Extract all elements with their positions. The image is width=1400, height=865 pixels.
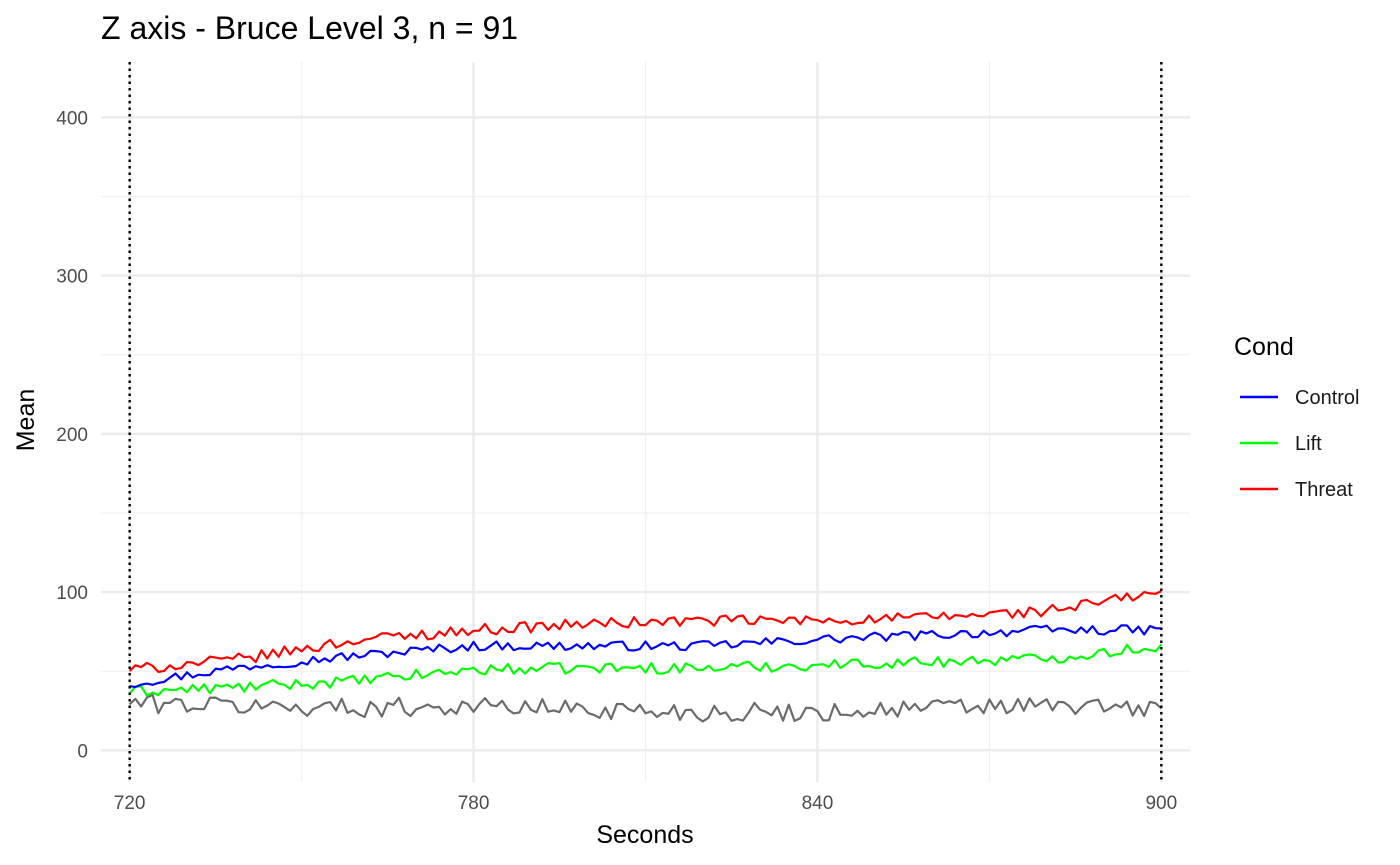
y-tick-label: 400 [56, 108, 88, 129]
y-tick-label: 200 [56, 425, 88, 446]
series-line-lift [128, 643, 1163, 697]
y-tick-label: 100 [56, 583, 88, 604]
y-axis-title: Mean [12, 389, 40, 452]
y-tick-label: 300 [56, 267, 88, 288]
x-tick-label: 720 [114, 793, 146, 814]
legend-label-threat: Threat [1295, 479, 1353, 501]
series-line-unlabeled [128, 693, 1163, 723]
legend-items: Control Lift Threat [1240, 387, 1359, 501]
y-tick-label: 0 [77, 741, 88, 762]
chart-title: Z axis - Bruce Level 3, n = 91 [101, 10, 518, 46]
x-tick-labels: 720 780 840 900 [114, 793, 1177, 814]
legend-label-control: Control [1295, 387, 1359, 409]
series-lines [128, 590, 1163, 723]
y-tick-labels: 0 100 200 300 400 [56, 108, 88, 762]
x-axis-title: Seconds [596, 821, 693, 849]
series-line-threat [128, 590, 1162, 673]
series-line-control [129, 624, 1162, 689]
legend-title: Cond [1234, 333, 1294, 361]
legend-label-lift: Lift [1295, 433, 1322, 455]
x-tick-label: 900 [1145, 793, 1177, 814]
legend: Cond Control Lift Threat [1234, 333, 1359, 501]
x-tick-label: 840 [802, 793, 834, 814]
reference-vlines [128, 62, 1163, 782]
grid-minor [101, 62, 1190, 782]
x-tick-label: 780 [458, 793, 490, 814]
